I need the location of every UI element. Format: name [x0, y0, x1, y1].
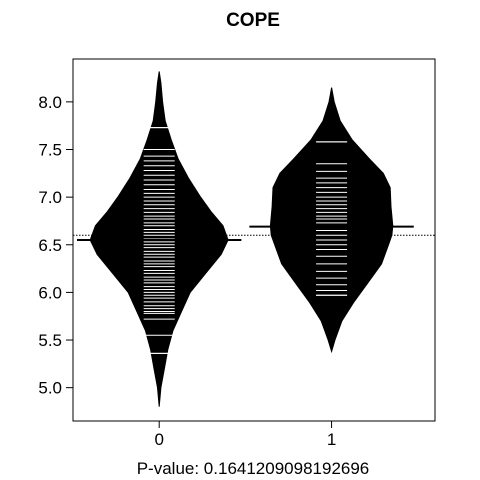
y-tick-label-2: 6.0 [38, 283, 62, 302]
y-tick-label-1: 5.5 [38, 331, 62, 350]
x-axis-label: P-value: 0.1641209098192696 [137, 459, 370, 478]
chart-title: COPE [226, 10, 280, 31]
x-tick-label-0: 0 [154, 430, 163, 449]
plot-frame [72, 58, 436, 422]
y-axis: 5.0 5.5 6.0 6.5 7.0 7.5 8.0 [38, 93, 73, 398]
y-tick-label-0: 5.0 [38, 379, 62, 398]
y-tick-label-5: 7.5 [38, 141, 62, 160]
y-tick-label-3: 6.5 [38, 236, 62, 255]
plot-area [73, 71, 435, 407]
y-tick-label-4: 7.0 [38, 188, 62, 207]
x-tick-label-1: 1 [327, 430, 336, 449]
bean-1 [269, 87, 394, 354]
y-tick-label-6: 8.0 [38, 93, 62, 112]
